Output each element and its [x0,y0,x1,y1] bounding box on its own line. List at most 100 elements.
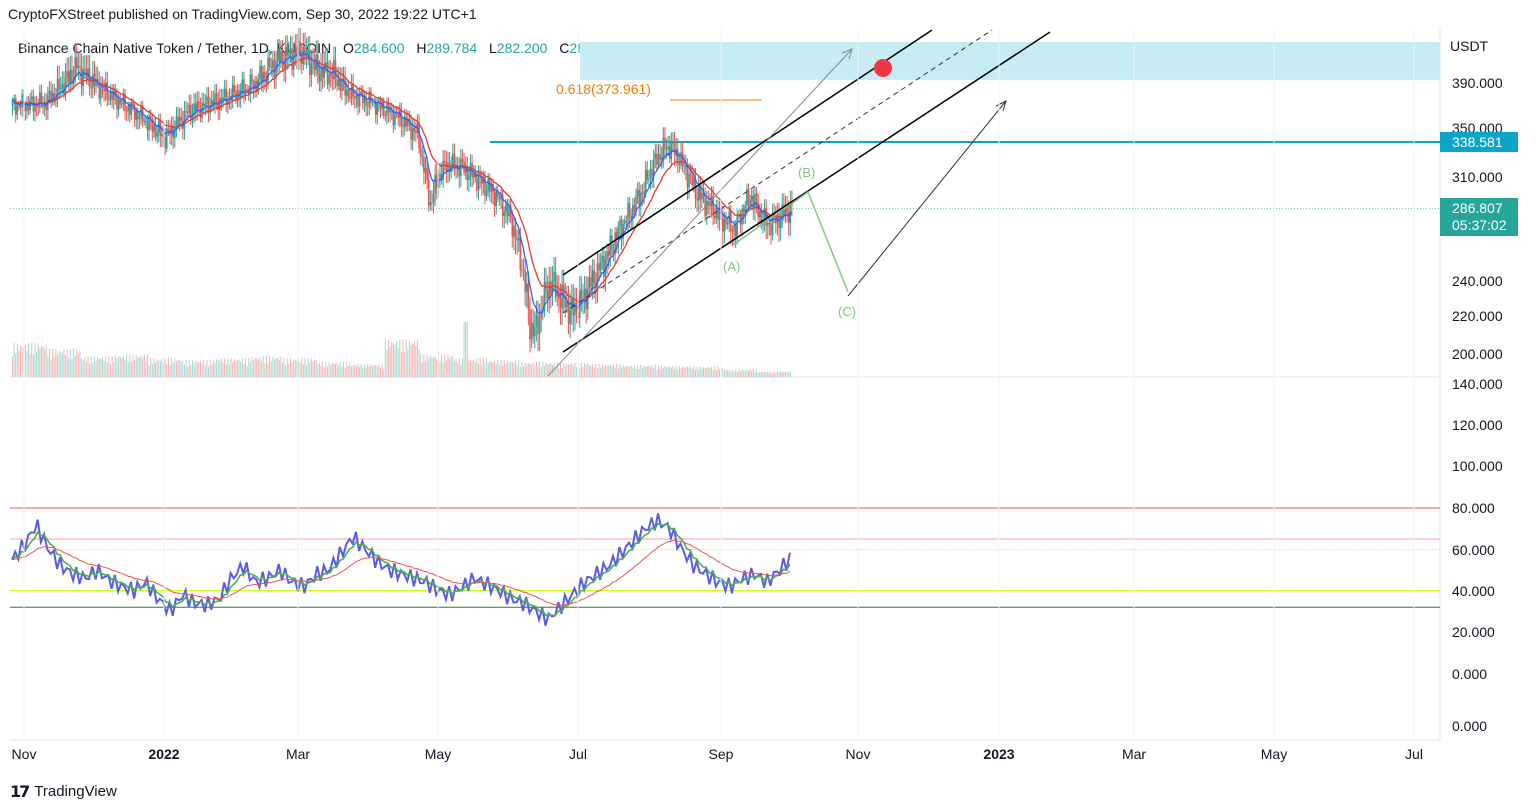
candle-body [374,101,377,115]
volume-bar [701,368,703,377]
volume-bar [535,362,537,377]
volume-bar [262,356,264,377]
candle-body [781,204,784,220]
volume-bar [712,369,714,377]
candle-body [572,299,575,316]
candle-body [386,102,388,116]
candle-body [82,69,85,87]
volume-bar [352,364,354,377]
volume-bar [37,344,39,377]
candle-body [567,301,570,324]
volume-bar [498,365,500,377]
volume-bar [315,359,317,377]
volume-bar [569,364,571,377]
candle-body [313,62,316,70]
volume-bar [304,358,306,377]
candle-body [77,65,80,69]
candle-body [308,50,311,76]
volume-bar [648,365,650,377]
volume-bar [132,354,134,377]
volume-bar [174,358,176,377]
volume-bar [341,366,343,377]
volume-bar [384,339,386,377]
volume-bar [66,349,68,377]
target-zone [580,42,1440,80]
price-tick-label: 240.000 [1452,273,1503,289]
candle-body [509,205,512,218]
volume-bar [445,360,447,377]
volume-bar [534,365,536,377]
candle-body [106,82,109,100]
volume-bar [71,359,73,377]
volume-bar [138,356,140,377]
candle-body [26,102,28,112]
candle-body [84,68,86,70]
candle-body [770,224,772,235]
volume-bar [502,365,504,377]
volume-bar [751,371,753,377]
volume-bar [294,360,296,377]
volume-bar [680,368,682,377]
candle-body [561,284,563,309]
volume-bar [685,366,687,377]
low-label: L [489,40,497,56]
candle-body [217,100,219,111]
volume-bar [436,359,438,377]
candle-body [413,127,416,132]
volume-bar [455,358,457,377]
candle-body [362,91,364,104]
volume-bar [89,363,91,377]
wave-label-b: (B) [798,165,815,180]
volume-bar [60,352,62,377]
candle-body [516,238,518,241]
candle-body [453,153,456,170]
volume-bar [460,364,462,377]
arrow-head-icon [841,48,853,60]
volume-bar [521,361,523,377]
volume-bar [93,356,95,377]
candle-body [424,167,427,173]
candle-body [325,62,327,66]
volume-bar [736,371,738,377]
candle-body [582,297,584,299]
candle-body [693,178,695,186]
volume-bar [664,366,666,377]
candle-body [228,95,231,100]
volume-bar [497,360,499,377]
volume-bar [592,364,594,377]
candle-body [259,66,261,80]
candle-body [194,103,197,112]
volume-bar [683,367,685,377]
volume-bar [490,361,492,377]
volume-bar [725,370,727,377]
volume-bar [754,372,756,377]
volume-bar [603,366,605,377]
volume-bar [48,348,50,377]
volume-bar [450,356,452,377]
volume-bar [81,358,83,377]
volume-bar [559,362,561,377]
candle-body [635,195,637,212]
candle-body [410,122,412,140]
volume-bar [449,358,451,377]
candle-body [697,187,700,201]
candle-body [517,237,520,241]
candle-body [411,127,414,140]
tradingview-brand[interactable]: 17 TradingView [10,782,117,801]
candle-body [39,92,41,108]
candle-body [678,163,681,166]
volume-bar [105,356,107,377]
volume-bar [516,364,518,377]
candle-body [109,91,112,101]
candle-body [382,101,385,116]
volume-bar [378,364,380,377]
candle-body [156,132,158,137]
volume-bar [622,365,624,377]
candle-body [580,290,583,299]
volume-bar [31,342,33,377]
candle-body [379,100,382,110]
ema-blue-line [11,52,792,315]
volume-bar [608,365,610,377]
volume-bar [513,363,515,377]
price-chart[interactable]: 0.618(373.961)(A)(B)(C)USDT390.000350.00… [0,0,1536,780]
